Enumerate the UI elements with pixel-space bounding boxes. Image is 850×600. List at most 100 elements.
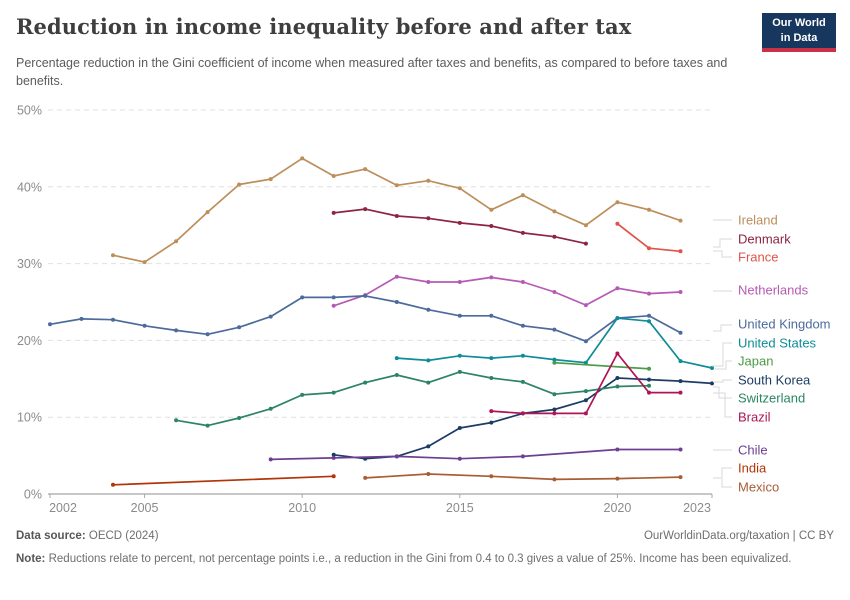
data-point-ireland-2015[interactable] (457, 186, 462, 191)
data-point-netherlands-2017[interactable] (520, 280, 525, 284)
data-point-switzerland-2016[interactable] (489, 376, 494, 380)
data-point-ireland-2011[interactable] (331, 174, 336, 178)
data-point-france-2021[interactable] (647, 246, 651, 251)
data-point-denmark-2015[interactable] (457, 220, 462, 225)
data-point-united-kingdom-2022[interactable] (678, 330, 683, 335)
data-point-mexico-2022[interactable] (678, 475, 683, 480)
data-point-united-kingdom-2009[interactable] (268, 314, 273, 319)
legend-label-france[interactable]: France (738, 250, 778, 265)
data-point-denmark-2012[interactable] (363, 207, 368, 212)
legend-label-japan[interactable]: Japan (738, 354, 773, 369)
data-point-united-kingdom-2007[interactable] (205, 332, 210, 337)
data-point-chile-2015[interactable] (457, 456, 462, 461)
data-point-chile-2013[interactable] (394, 454, 399, 459)
data-point-netherlands-2022[interactable] (678, 290, 683, 294)
data-point-united-kingdom-2013[interactable] (394, 300, 399, 304)
data-point-switzerland-2017[interactable] (520, 379, 525, 384)
data-point-ireland-2010[interactable] (300, 156, 305, 161)
data-point-chile-2022[interactable] (678, 447, 683, 452)
data-point-united-kingdom-2014[interactable] (426, 307, 431, 312)
data-point-ireland-2006[interactable] (174, 239, 179, 244)
series-line-ireland[interactable] (112, 157, 682, 263)
data-point-mexico-2020[interactable] (615, 476, 620, 481)
legend-label-united-states[interactable]: United States (738, 336, 817, 351)
legend-label-chile[interactable]: Chile (738, 443, 768, 458)
data-point-united-kingdom-2018[interactable] (552, 327, 557, 332)
data-point-switzerland-2015[interactable] (457, 369, 462, 374)
data-point-united-kingdom-2008[interactable] (237, 325, 242, 330)
data-point-switzerland-2021[interactable] (647, 383, 651, 388)
data-point-denmark-2011[interactable] (331, 210, 336, 215)
data-point-south-korea-2018[interactable] (552, 407, 557, 412)
data-point-united-states-2015[interactable] (457, 353, 462, 358)
legend-label-denmark[interactable]: Denmark (738, 232, 791, 247)
data-point-chile-2009[interactable] (268, 457, 273, 462)
series-line-japan[interactable] (553, 361, 650, 370)
data-point-denmark-2017[interactable] (520, 230, 525, 235)
data-point-netherlands-2013[interactable] (394, 274, 399, 279)
data-point-united-kingdom-2015[interactable] (457, 313, 462, 318)
data-point-japan-2021[interactable] (647, 366, 651, 371)
data-point-united-kingdom-2006[interactable] (174, 328, 179, 333)
line-chart-canvas[interactable]: 0% 10% 20% 30% 40% 50% 2002 2005 2010 2015 2020 202… (0, 0, 850, 530)
data-point-switzerland-2009[interactable] (268, 406, 273, 411)
data-point-switzerland-2006[interactable] (174, 418, 179, 423)
data-point-denmark-2013[interactable] (394, 214, 399, 218)
data-point-switzerland-2010[interactable] (300, 392, 305, 397)
data-point-united-kingdom-2003[interactable] (79, 316, 84, 321)
data-point-brazil-2018[interactable] (552, 411, 557, 416)
legend-label-switzerland[interactable]: Switzerland (738, 391, 805, 406)
data-point-united-states-2016[interactable] (489, 356, 494, 361)
data-point-brazil-2022[interactable] (678, 390, 683, 395)
data-point-united-kingdom-2004[interactable] (111, 317, 115, 322)
data-point-ireland-2008[interactable] (237, 182, 242, 187)
data-point-united-kingdom-2019[interactable] (583, 339, 588, 344)
data-point-united-states-2013[interactable] (394, 356, 399, 361)
data-point-ireland-2009[interactable] (268, 177, 273, 182)
legend-label-india[interactable]: India (738, 461, 767, 476)
data-point-mexico-2018[interactable] (552, 477, 557, 482)
data-point-south-korea-2014[interactable] (426, 444, 431, 449)
data-point-united-kingdom-2005[interactable] (142, 323, 147, 328)
data-point-netherlands-2016[interactable] (489, 275, 494, 280)
data-point-united-kingdom-2010[interactable] (300, 295, 305, 300)
data-point-netherlands-2021[interactable] (647, 291, 651, 296)
data-point-denmark-2018[interactable] (552, 234, 557, 239)
data-point-brazil-2017[interactable] (520, 411, 525, 416)
data-point-france-2022[interactable] (678, 249, 683, 254)
data-point-south-korea-2019[interactable] (583, 398, 588, 403)
data-point-ireland-2007[interactable] (205, 210, 210, 215)
data-point-united-kingdom-2016[interactable] (489, 313, 494, 318)
data-point-chile-2020[interactable] (615, 447, 620, 452)
series-line-mexico[interactable] (364, 473, 682, 481)
data-point-chile-2017[interactable] (520, 454, 525, 459)
data-point-brazil-2021[interactable] (647, 390, 651, 395)
data-point-united-kingdom-2002[interactable] (48, 322, 52, 327)
data-point-brazil-2020[interactable] (615, 351, 620, 356)
legend-label-united-kingdom[interactable]: United Kingdom (738, 317, 831, 332)
data-point-united-states-2019[interactable] (583, 360, 588, 365)
data-point-denmark-2016[interactable] (489, 224, 494, 228)
data-point-ireland-2013[interactable] (394, 183, 399, 188)
data-point-united-states-2020[interactable] (615, 316, 620, 321)
data-point-netherlands-2018[interactable] (552, 290, 557, 294)
data-point-ireland-2021[interactable] (647, 207, 651, 212)
data-point-netherlands-2020[interactable] (615, 286, 620, 291)
data-point-united-states-2022[interactable] (678, 359, 683, 364)
owid-logo[interactable]: Our World in Data (762, 13, 836, 52)
series-line-south-korea[interactable] (332, 377, 713, 460)
data-point-switzerland-2018[interactable] (552, 392, 557, 397)
data-point-south-korea-2020[interactable] (615, 376, 620, 380)
data-point-france-2020[interactable] (615, 221, 620, 226)
data-point-ireland-2018[interactable] (552, 209, 557, 214)
series-line-switzerland[interactable] (175, 371, 650, 427)
data-point-denmark-2019[interactable] (583, 241, 588, 246)
data-point-united-states-2023[interactable] (710, 366, 714, 370)
data-point-united-kingdom-2012[interactable] (363, 293, 368, 298)
series-line-india[interactable] (112, 475, 335, 486)
data-point-chile-2011[interactable] (331, 455, 336, 460)
data-point-ireland-2005[interactable] (142, 260, 147, 265)
legend-label-mexico[interactable]: Mexico (738, 480, 779, 495)
data-point-switzerland-2011[interactable] (331, 390, 336, 395)
attribution-link[interactable]: OurWorldinData.org/taxation | CC BY (643, 530, 834, 542)
